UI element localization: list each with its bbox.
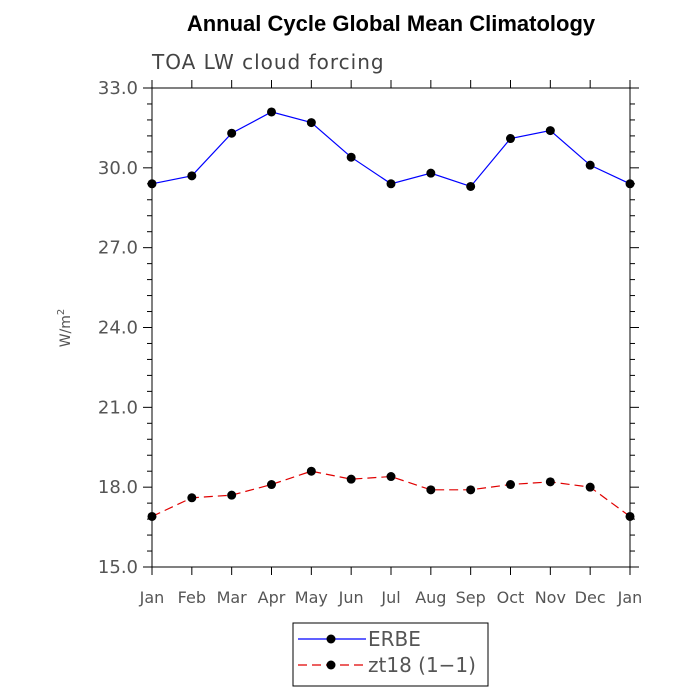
series-1-point — [545, 477, 555, 487]
series-0-point — [227, 128, 237, 138]
legend-box — [292, 622, 489, 687]
chart-subtitle: TOA LW cloud forcing — [151, 50, 385, 74]
series-0-point — [426, 168, 436, 178]
series-line-0 — [151, 111, 631, 188]
series-0-point — [466, 181, 476, 191]
series-1-point — [346, 474, 356, 484]
chart-title: Annual Cycle Global Mean Climatology — [187, 11, 596, 36]
x-tick-label: Nov — [535, 588, 566, 607]
series-1-point — [187, 493, 197, 503]
series-1-point — [306, 466, 316, 476]
series-1-point — [386, 472, 396, 482]
series-1-point — [625, 511, 635, 521]
x-tick-label: Mar — [217, 588, 248, 607]
x-tick-label: Jan — [139, 588, 165, 607]
series-1-point — [426, 485, 436, 495]
x-tick-label: Jan — [617, 588, 643, 607]
series-0-point — [506, 134, 515, 144]
y-tick-label: 24.0 — [98, 318, 138, 339]
x-tick-label: Jun — [338, 588, 364, 607]
x-tick-label: Apr — [258, 588, 286, 607]
series-1-point — [147, 511, 157, 521]
series-1-point — [267, 480, 276, 490]
y-axis-label: W/m2 — [56, 309, 74, 348]
series-0-point — [187, 171, 197, 181]
series-0-point — [267, 107, 276, 117]
series-0-point — [346, 152, 356, 162]
x-axis: Jan Feb Mar Apr May Jun Jul Aug Sep Oct Nov Dec Jan — [139, 80, 643, 607]
series-0-point — [625, 179, 635, 189]
series-1-point — [585, 482, 595, 492]
legend-marker-0 — [326, 634, 336, 644]
legend-label-1: zt18 (1−1) — [368, 653, 476, 677]
x-tick-label: Jul — [380, 588, 400, 607]
x-tick-label: Aug — [415, 588, 446, 607]
series-0-point — [386, 179, 396, 189]
y-tick-label: 27.0 — [98, 238, 138, 259]
x-tick-label: May — [295, 588, 328, 607]
y-tick-label: 18.0 — [98, 477, 138, 498]
x-tick-label: Feb — [178, 588, 206, 607]
series-0-point — [545, 126, 555, 136]
series-1-point — [506, 480, 515, 490]
legend-label-0: ERBE — [368, 627, 421, 651]
series-0-point — [147, 179, 157, 189]
x-tick-label: Dec — [575, 588, 606, 607]
series-0-point — [585, 160, 595, 170]
y-axis: 15.0 18.0 21.0 24.0 27.0 30.0 33.0 — [98, 78, 639, 578]
x-tick-label: Oct — [497, 588, 525, 607]
legend-marker-1 — [326, 660, 336, 670]
y-tick-label: 33.0 — [98, 78, 138, 99]
series-1-point — [227, 490, 237, 500]
series-layer — [147, 107, 635, 521]
y-tick-label: 21.0 — [98, 397, 138, 418]
y-tick-label: 30.0 — [98, 158, 138, 179]
series-0-point — [306, 118, 316, 128]
y-tick-label: 15.0 — [98, 557, 138, 578]
x-tick-label: Sep — [456, 588, 486, 607]
series-1-point — [466, 485, 476, 495]
